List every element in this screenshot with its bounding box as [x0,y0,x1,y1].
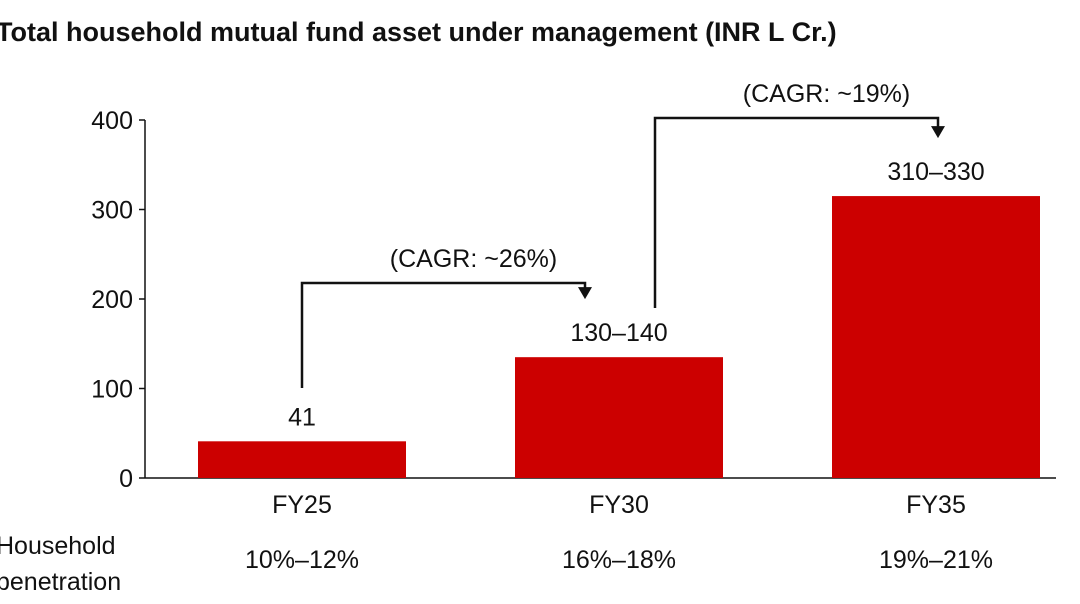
data-label: 310–330 [887,158,984,186]
x-tick-label: FY35 [906,491,966,519]
cagr-annotations: (CAGR: ~26%) (CAGR: ~19%) [300,80,945,388]
penetration-value: 19%–21% [879,546,993,574]
cagr-annotation: (CAGR: ~19%) [653,80,945,308]
cagr-bracket-line [300,281,587,388]
penetration-value: 10%–12% [245,546,359,574]
y-tick-label: 100 [91,376,133,404]
household-penetration-row: Household penetration 10%–12% 16%–18% 19%–… [0,532,993,596]
x-tick-label: FY25 [272,491,332,519]
y-axis-ticks: 0 100 200 300 400 [91,107,145,493]
cagr-arrowhead [931,126,945,139]
cagr-arrowhead [578,287,592,300]
row-values: 10%–12% 16%–18% 19%–21% [245,546,993,574]
chart-title: Total household mutual fund asset under … [0,17,837,47]
penetration-value: 16%–18% [562,546,676,574]
row-label-line-2: penetration [0,568,121,596]
data-label: 41 [288,403,316,431]
bar-fy30 [515,357,723,478]
cagr-label: (CAGR: ~19%) [743,80,910,108]
bar-fy35 [832,196,1040,478]
row-label-line-1: Household [0,532,116,560]
x-axis-labels: FY25 FY30 FY35 [272,491,966,519]
value-labels: 41 130–140 310–330 [288,158,985,431]
cagr-label: (CAGR: ~26%) [390,245,557,273]
y-tick-label: 0 [119,465,133,493]
cagr-annotation: (CAGR: ~26%) [300,245,592,388]
data-label: 130–140 [570,319,667,347]
y-tick-label: 300 [91,197,133,225]
cagr-bracket-line [653,116,940,308]
y-tick-label: 400 [91,107,133,135]
y-tick-label: 200 [91,286,133,314]
bar-fy25 [198,441,406,478]
x-tick-label: FY30 [589,491,649,519]
bars [198,196,1040,478]
